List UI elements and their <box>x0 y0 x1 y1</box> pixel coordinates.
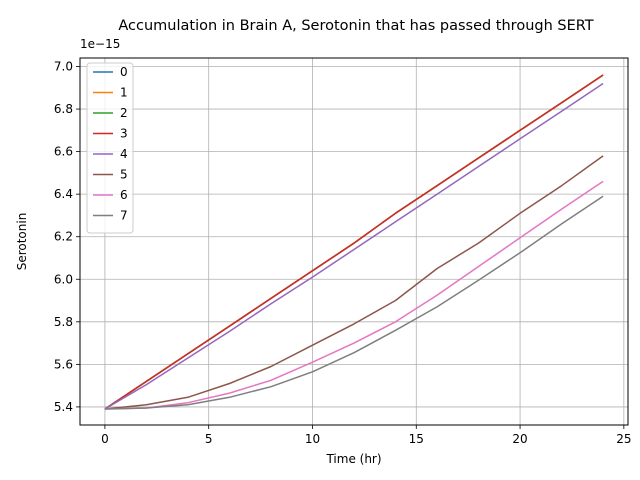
series-line-6 <box>104 180 604 410</box>
y-tick-label: 6.2 <box>54 230 73 244</box>
y-axis: 5.4 5.6 5.8 6.0 6.2 6.4 6.6 6.8 7.0 <box>54 60 80 414</box>
legend-label-1: 1 <box>120 86 128 100</box>
y-tick-label: 6.0 <box>54 272 73 286</box>
series-line-7 <box>104 195 604 410</box>
legend-label-2: 2 <box>120 106 128 120</box>
x-tick-label: 10 <box>305 432 320 446</box>
x-axis-label: Time (hr) <box>325 452 381 466</box>
legend-label-5: 5 <box>120 168 128 182</box>
y-tick-label: 6.6 <box>54 145 73 159</box>
legend-label-7: 7 <box>120 209 128 223</box>
y-tick-label: 5.4 <box>54 400 73 414</box>
y-tick-label: 5.6 <box>54 357 73 371</box>
legend-label-0: 0 <box>120 65 128 79</box>
y-offset-label: 1e−15 <box>80 37 120 51</box>
x-axis: 0 5 10 15 20 25 <box>101 425 631 446</box>
series-lines <box>104 74 604 410</box>
plot-frame <box>79 57 629 426</box>
y-axis-label: Serotonin <box>15 213 29 271</box>
x-tick-label: 20 <box>512 432 527 446</box>
legend: 0 1 2 3 4 5 6 7 <box>86 62 134 234</box>
legend-label-3: 3 <box>120 127 128 141</box>
y-tick-label: 6.4 <box>54 187 73 201</box>
y-tick-label: 6.8 <box>54 102 73 116</box>
legend-label-4: 4 <box>120 147 128 161</box>
y-tick-label: 5.8 <box>54 315 73 329</box>
x-tick-label: 25 <box>616 432 631 446</box>
y-tick-label: 7.0 <box>54 60 73 74</box>
series-line-3 <box>104 74 604 410</box>
legend-label-6: 6 <box>120 188 128 202</box>
series-line-5 <box>104 155 604 410</box>
chart-title: Accumulation in Brain A, Serotonin that … <box>118 18 593 34</box>
x-tick-label: 0 <box>101 432 109 446</box>
series-line-4 <box>104 82 604 410</box>
legend-box <box>86 62 134 234</box>
x-tick-label: 5 <box>205 432 213 446</box>
x-tick-label: 15 <box>409 432 424 446</box>
